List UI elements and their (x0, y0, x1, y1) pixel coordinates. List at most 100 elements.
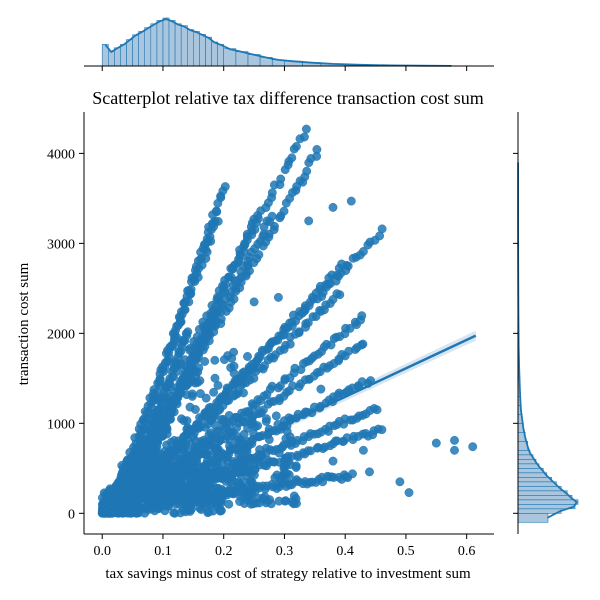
scatter-point (243, 261, 253, 271)
scatter-point (273, 292, 283, 302)
y-histogram-bar (517, 472, 548, 478)
scatter-point (235, 497, 245, 506)
scatter-point (294, 327, 304, 337)
x-tick-label: 0.1 (154, 544, 172, 559)
y-histogram-bar (517, 494, 573, 501)
scatter-point (358, 339, 368, 349)
scatter-point (276, 174, 286, 184)
scatter-point (342, 260, 352, 270)
scatter-point (328, 456, 338, 466)
y-tick-label: 1000 (47, 417, 75, 432)
x-histogram-bar (144, 27, 152, 67)
scatter-point (262, 414, 271, 424)
scatter-point (214, 305, 224, 315)
scatter-point (216, 415, 226, 425)
scatter-point (220, 182, 230, 192)
scatter-point (316, 384, 326, 394)
y-tick-label: 2000 (47, 327, 75, 342)
y-marginal-histogram (513, 112, 579, 534)
x-histogram-bar (108, 51, 115, 67)
scatter-point (303, 318, 313, 328)
scatter-point (468, 442, 478, 452)
x-tick-label: 0.6 (458, 544, 476, 559)
x-tick-label: 0.3 (276, 544, 294, 559)
scatter-point (302, 166, 312, 176)
scatter-point (348, 469, 357, 479)
scatter-point (301, 124, 311, 134)
scatter-point (265, 495, 275, 505)
scatter-point (229, 347, 239, 357)
y-histogram-bar (517, 508, 562, 514)
scatter-point (170, 508, 180, 518)
scatter-point (254, 498, 264, 508)
scatter-point (187, 389, 197, 399)
y-tick-label: 4000 (47, 147, 75, 162)
x-tick-label: 0.5 (397, 544, 415, 559)
scatter-point (211, 206, 221, 216)
x-tick-label: 0.2 (215, 544, 233, 559)
y-histogram-bar (517, 476, 552, 483)
scatter-point (346, 196, 356, 206)
scatter-point (377, 425, 387, 435)
scatter-point (200, 357, 210, 366)
scatter-point (312, 145, 322, 154)
scatter-point (223, 384, 233, 394)
x-histogram-bar (168, 20, 176, 67)
scatter-point (450, 435, 459, 445)
y-histogram-bar (517, 490, 568, 496)
scatter-point (287, 153, 297, 163)
chart-title: Scatterplot relative tax difference tran… (92, 88, 484, 108)
x-histogram-bar (114, 47, 121, 67)
scatter-point (357, 311, 367, 321)
scatter-point (395, 477, 405, 487)
scatter-point (291, 463, 301, 472)
scatter-point (209, 218, 219, 228)
x-histogram-bar (138, 31, 146, 67)
x-histogram-bar (162, 17, 170, 67)
scatter-point (243, 352, 252, 361)
x-histogram-bar (211, 41, 219, 67)
scatter-point (219, 355, 229, 365)
scatter-point (274, 496, 284, 506)
scatter-point (231, 283, 241, 293)
scatter-point (249, 297, 259, 307)
scatter-point (289, 498, 299, 508)
y-histogram-bar (517, 512, 549, 523)
scatter-point (221, 280, 231, 289)
x-histogram-bar (126, 39, 133, 67)
regression-fit-line (101, 334, 477, 512)
scatter-point (258, 405, 268, 415)
y-histogram-bar (517, 485, 562, 492)
scatter-point (226, 273, 236, 282)
scatter-point (210, 355, 220, 365)
scatter-point (271, 411, 281, 421)
scatter-point (404, 488, 414, 498)
x-histogram-bar (217, 44, 225, 67)
scatter-point (365, 467, 374, 477)
y-kde-curve (517, 162, 579, 519)
y-axis-label: transaction cost sum (16, 262, 32, 385)
scatter-point (267, 211, 277, 221)
x-kde-curve (104, 18, 452, 67)
scatter-point (358, 445, 368, 455)
scatter-point (185, 402, 195, 412)
x-histogram-bar (150, 23, 158, 67)
x-histogram-bar (156, 20, 164, 67)
y-histogram-bar (517, 458, 537, 465)
x-histogram-bar (205, 36, 212, 67)
scatter-point (183, 327, 193, 337)
x-histogram-bar (132, 34, 140, 67)
scatter-point (184, 285, 194, 295)
x-tick-label: 0.4 (336, 544, 354, 559)
axes: 0.0 0.1 0.2 0.3 0.4 0.5 0.6 0 1000 2000 3000 4000 (47, 112, 494, 559)
scatter-point (298, 177, 308, 187)
x-histogram-bar (120, 44, 127, 67)
scatter-point (155, 374, 165, 384)
scatter-point (291, 142, 301, 151)
x-axis-label: tax savings minus cost of strategy relat… (105, 566, 471, 582)
scatter-point (195, 389, 205, 399)
scatter-point (431, 438, 441, 448)
y-histogram-bar (517, 467, 544, 474)
scatter-point (268, 337, 278, 347)
